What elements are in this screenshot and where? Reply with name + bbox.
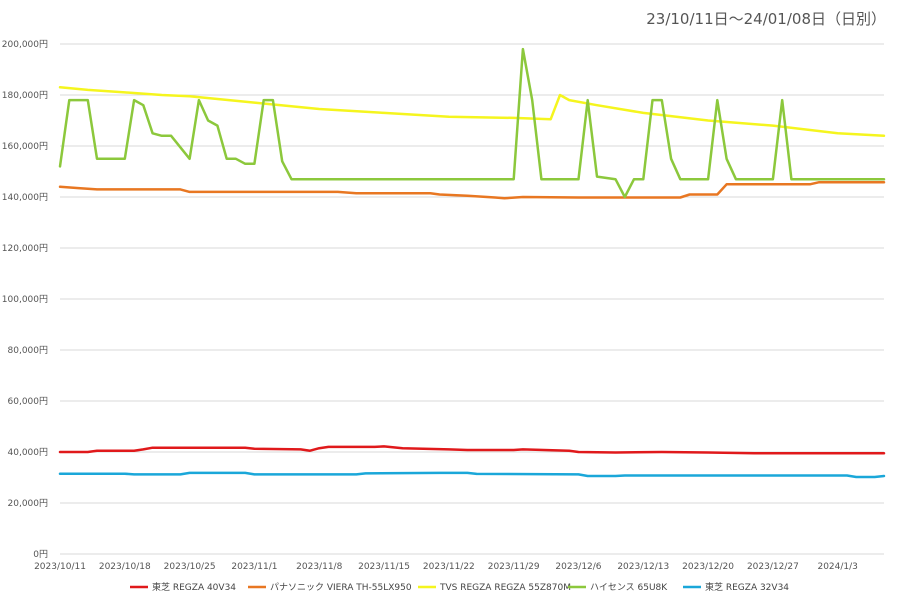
gridlines [60, 43, 884, 555]
x-tick-label: 2023/11/22 [423, 562, 475, 572]
legend-label: ハイセンス 65U8K [590, 582, 668, 593]
y-tick-label: 40,000円 [8, 447, 49, 458]
y-tick-label: 20,000円 [8, 498, 49, 509]
x-tick-label: 2023/12/27 [747, 562, 799, 572]
series-line [58, 471, 886, 479]
y-tick-label: 100,000円 [2, 294, 48, 305]
x-axis-ticks: 2023/10/11 2023/10/18 2023/10/25 2023/11/1 2… [34, 562, 858, 572]
x-tick-label: 2023/11/15 [358, 562, 410, 572]
y-tick-label: 180,000円 [2, 90, 48, 101]
x-tick-label: 2024/1/3 [817, 562, 857, 572]
x-tick-label: 2023/11/8 [296, 562, 342, 572]
x-tick-label: 2023/10/25 [164, 562, 216, 572]
y-tick-label: 160,000円 [2, 141, 48, 152]
x-tick-label: 2023/12/13 [617, 562, 669, 572]
x-tick-label: 2023/12/20 [682, 562, 734, 572]
y-tick-label: 80,000円 [8, 345, 49, 356]
y-tick-label: 60,000円 [8, 396, 49, 407]
y-tick-label: 120,000円 [2, 243, 48, 254]
x-tick-label: 2023/12/6 [555, 562, 601, 572]
series-line [58, 86, 886, 138]
series-line [58, 180, 886, 200]
y-tick-label: 0円 [33, 549, 48, 560]
y-axis-ticks: 0円 20,000円 40,000円 60,000円 80,000円 100,000円 12… [2, 39, 48, 560]
series-line [58, 445, 886, 455]
x-tick-label: 2023/10/18 [99, 562, 151, 572]
legend-label: TVS REGZA REGZA 55Z870M [439, 583, 571, 593]
x-tick-label: 2023/11/1 [231, 562, 277, 572]
legend-label: 東芝 REGZA 40V34 [152, 581, 236, 593]
y-tick-label: 140,000円 [2, 192, 48, 203]
series-lines [58, 47, 886, 479]
legend-label: 東芝 REGZA 32V34 [705, 581, 789, 593]
legend-label: パナソニック VIERA TH-55LX950 [270, 582, 412, 593]
date-range-label: 23/10/11日〜24/01/08日（日別） [646, 10, 886, 28]
legend: 東芝 REGZA 40V34 パナソニック VIERA TH-55LX950 TVS… [130, 581, 789, 593]
x-tick-label: 2023/10/11 [34, 562, 86, 572]
x-tick-label: 2023/11/29 [488, 562, 540, 572]
series-line [58, 47, 886, 199]
y-tick-label: 200,000円 [2, 39, 48, 50]
